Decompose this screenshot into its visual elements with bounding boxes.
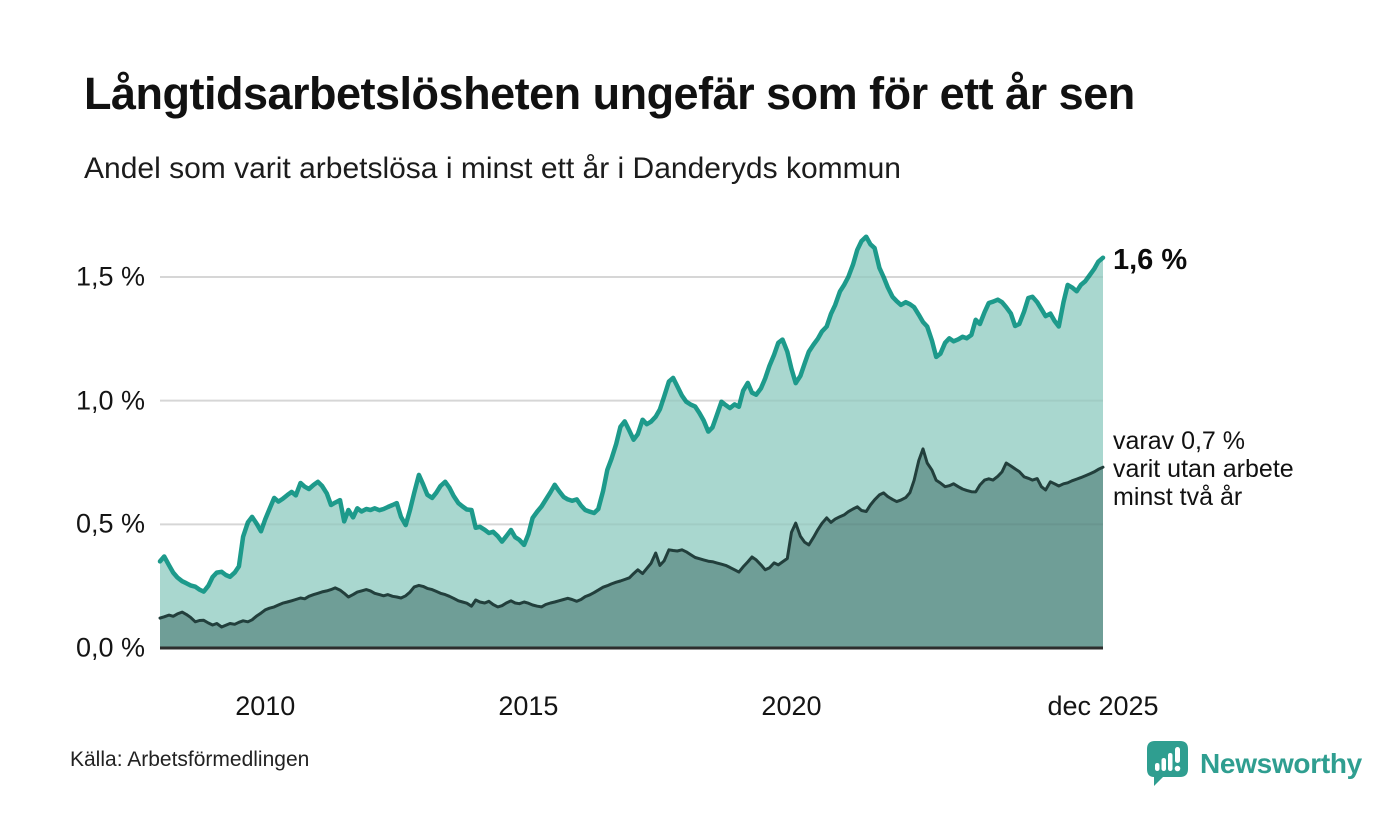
annotation-line: minst två år bbox=[1113, 483, 1243, 511]
page-title: Långtidsarbetslösheten ungefär som för e… bbox=[84, 68, 1135, 119]
newsworthy-logo-text: Newsworthy bbox=[1200, 748, 1362, 779]
y-tick-label: 0,0 % bbox=[75, 632, 145, 663]
x-tick-label: 2015 bbox=[498, 691, 559, 721]
gridline-overlay bbox=[160, 275, 1103, 526]
x-tick-label: 2010 bbox=[235, 691, 296, 721]
y-tick-label: 1,5 % bbox=[75, 261, 145, 292]
series-areas bbox=[157, 234, 1106, 648]
y-tick-label: 1,0 % bbox=[75, 385, 145, 416]
annotation-line: varit utan arbete bbox=[1113, 455, 1294, 483]
series-line-0 bbox=[157, 234, 1106, 594]
y-tick-label: 0,5 % bbox=[75, 508, 145, 539]
newsworthy-logo: Newsworthy bbox=[1146, 740, 1362, 788]
x-tick-label: 2020 bbox=[761, 691, 822, 721]
series-end-value-label: 1,6 % bbox=[1113, 244, 1188, 276]
series-line-1 bbox=[158, 447, 1105, 629]
source-credit: Källa: Arbetsförmedlingen bbox=[70, 748, 310, 771]
secondary-series-annotation: varav 0,7 % varit utan arbete minst två … bbox=[1113, 427, 1294, 511]
annotation-line: varav 0,7 % bbox=[1113, 427, 1246, 455]
chart-subtitle: Andel som varit arbetslösa i minst ett å… bbox=[84, 152, 901, 185]
x-tick-label: dec 2025 bbox=[1047, 691, 1159, 721]
newsworthy-bubble-chart-icon bbox=[1147, 741, 1188, 786]
